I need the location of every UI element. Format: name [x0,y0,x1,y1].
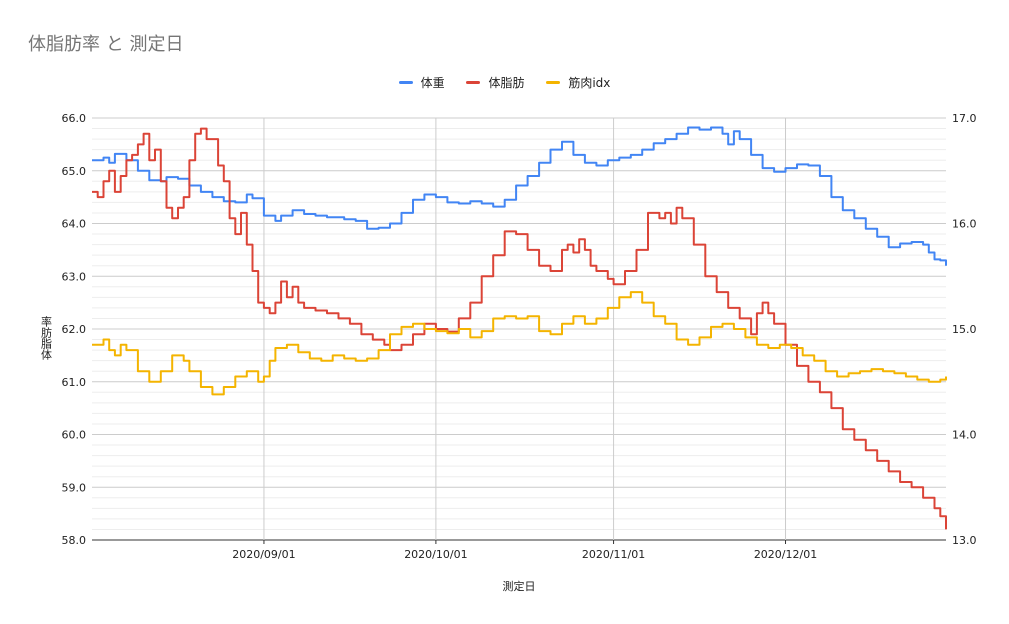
y-right-tick-label: 14.0 [952,429,977,442]
y-left-tick-label: 60.0 [62,429,87,442]
y-left-tick-label: 59.0 [62,481,87,494]
legend-swatch-muscle-idx [546,81,561,84]
legend-swatch-body-fat [466,81,481,84]
legend-item-muscle-idx[interactable]: 筋肉idx [546,74,610,91]
y-right-tick-label: 17.0 [952,112,977,125]
y-axis-title: 率肪脂体 [40,315,53,360]
y-left-tick-label: 58.0 [62,534,87,547]
legend-item-body-fat[interactable]: 体脂肪 [466,74,524,91]
y-right-tick-label: 16.0 [952,218,977,231]
minor-gridlines [92,128,946,530]
major-gridlines [92,117,946,544]
axis-labels: 58.0 59.0 60.0 61.0 62.0 63.0 64.0 65.0 66.0 13.0… [62,112,977,561]
legend-item-weight[interactable]: 体重 [398,74,445,91]
y-left-tick-label: 62.0 [62,323,87,336]
series-layer [92,126,947,530]
body-fat-series-line [92,127,947,530]
legend-label-weight: 体重 [420,76,445,90]
legend-swatch-weight [398,81,413,84]
x-axis-title: 測定日 [503,579,536,593]
y-right-tick-label: 13.0 [952,534,977,547]
muscle-idx-series-line [92,291,947,396]
y-left-tick-label: 61.0 [62,376,87,389]
chart-title: 体脂肪率 と 測定日 [28,34,184,55]
y-left-tick-label: 64.0 [62,218,87,231]
y-right-tick-label: 15.0 [952,323,977,336]
x-tick-label: 2020/12/01 [754,548,817,561]
legend-label-body-fat: 体脂肪 [488,76,525,90]
y-left-tick-label: 65.0 [62,165,87,178]
x-tick-label: 2020/09/01 [232,548,295,561]
x-tick-label: 2020/10/01 [404,548,467,561]
legend: 体重 体脂肪 筋肉idx [0,74,1009,91]
y-left-tick-label: 66.0 [62,112,87,125]
legend-label-muscle-idx: 筋肉idx [568,76,611,90]
y-left-tick-label: 63.0 [62,270,87,283]
weight-series-line [92,126,947,266]
x-tick-label: 2020/11/01 [582,548,645,561]
